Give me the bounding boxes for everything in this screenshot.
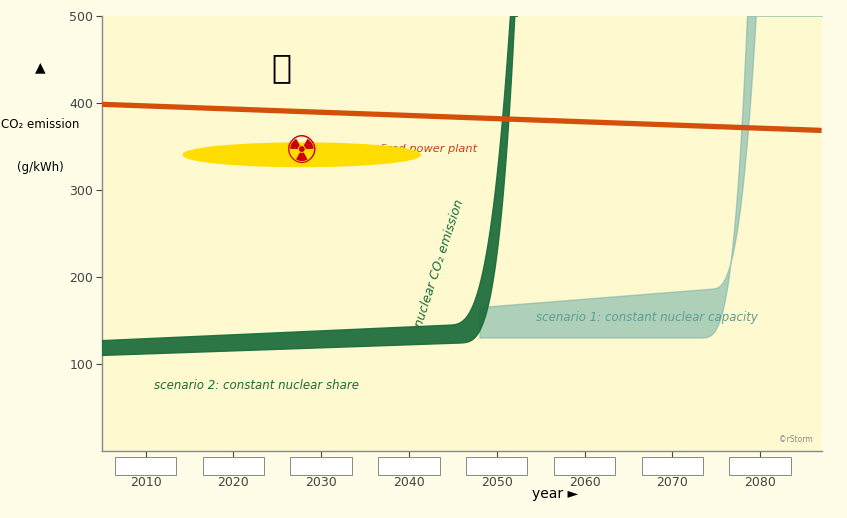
Text: nuclear CO₂ emission: nuclear CO₂ emission (412, 198, 467, 329)
Bar (202, 457, 264, 474)
Text: CO₂ emission of a gas-fired power plant: CO₂ emission of a gas-fired power plant (251, 145, 477, 154)
Text: ☢: ☢ (285, 136, 318, 171)
Bar (466, 457, 528, 474)
Bar (115, 457, 176, 474)
Bar (291, 457, 352, 474)
Text: year ►: year ► (532, 487, 579, 501)
Circle shape (183, 143, 420, 166)
Text: CO₂ emission: CO₂ emission (1, 118, 80, 131)
Text: scenario 1: constant nuclear capacity: scenario 1: constant nuclear capacity (536, 311, 758, 324)
Text: 🔥: 🔥 (272, 51, 291, 84)
Text: scenario 2: constant nuclear share: scenario 2: constant nuclear share (154, 379, 359, 392)
Text: (g/kWh): (g/kWh) (17, 161, 64, 175)
Bar (554, 457, 615, 474)
Bar (379, 457, 440, 474)
Text: ©rStorm: ©rStorm (779, 435, 813, 444)
Bar (729, 457, 791, 474)
Bar (642, 457, 703, 474)
Text: ▲: ▲ (35, 61, 46, 75)
